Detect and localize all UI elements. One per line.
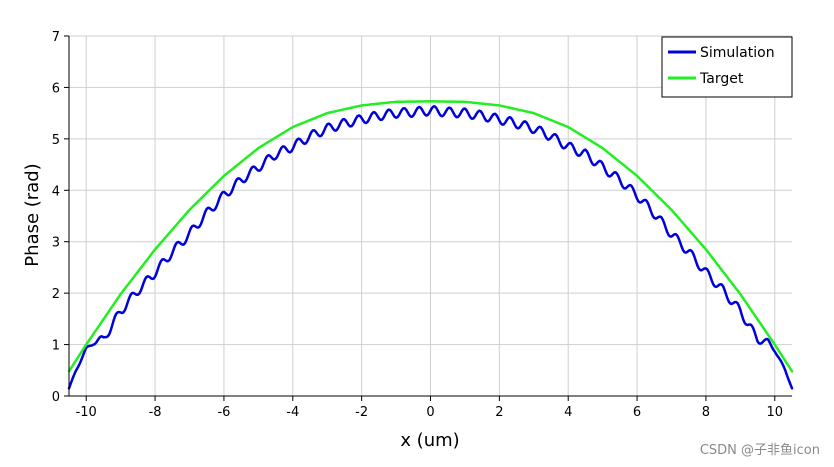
x-tick-label: 6 (633, 405, 641, 420)
legend: Simulation Target (661, 36, 793, 98)
y-tick-label: 1 (52, 339, 60, 354)
series-lines (67, 100, 794, 390)
y-tick-label: 0 (52, 390, 60, 405)
y-tick-label: 5 (52, 133, 60, 148)
y-axis-ticks: 0 1 2 3 4 5 6 7 (52, 30, 69, 405)
x-axis-ticks: -10 -8 -6 -4 -2 0 2 4 6 8 10 (76, 396, 783, 420)
series-line-simulation (67, 105, 794, 390)
x-tick-label: 10 (767, 405, 784, 420)
x-tick-label: -2 (355, 405, 368, 420)
x-tick-label: -10 (76, 405, 97, 420)
y-axis-label: Phase (rad) (22, 163, 43, 266)
y-tick-label: 7 (52, 30, 60, 45)
x-axis-label: x (um) (400, 430, 459, 451)
x-tick-label: 0 (426, 405, 434, 420)
x-tick-label: 4 (564, 405, 572, 420)
legend-label-target: Target (699, 71, 744, 87)
y-tick-label: 4 (52, 184, 60, 199)
y-tick-label: 3 (52, 236, 60, 251)
x-tick-label: -6 (217, 405, 230, 420)
legend-box (661, 36, 793, 98)
watermark: CSDN @子非鱼icon (699, 443, 820, 458)
series-line-target (67, 100, 794, 373)
x-tick-label: -4 (286, 405, 299, 420)
x-tick-label: 8 (702, 405, 710, 420)
y-tick-label: 6 (52, 81, 60, 96)
legend-label-simulation: Simulation (700, 45, 775, 61)
x-tick-label: 2 (495, 405, 503, 420)
y-tick-label: 2 (52, 287, 60, 302)
x-tick-label: -8 (149, 405, 162, 420)
